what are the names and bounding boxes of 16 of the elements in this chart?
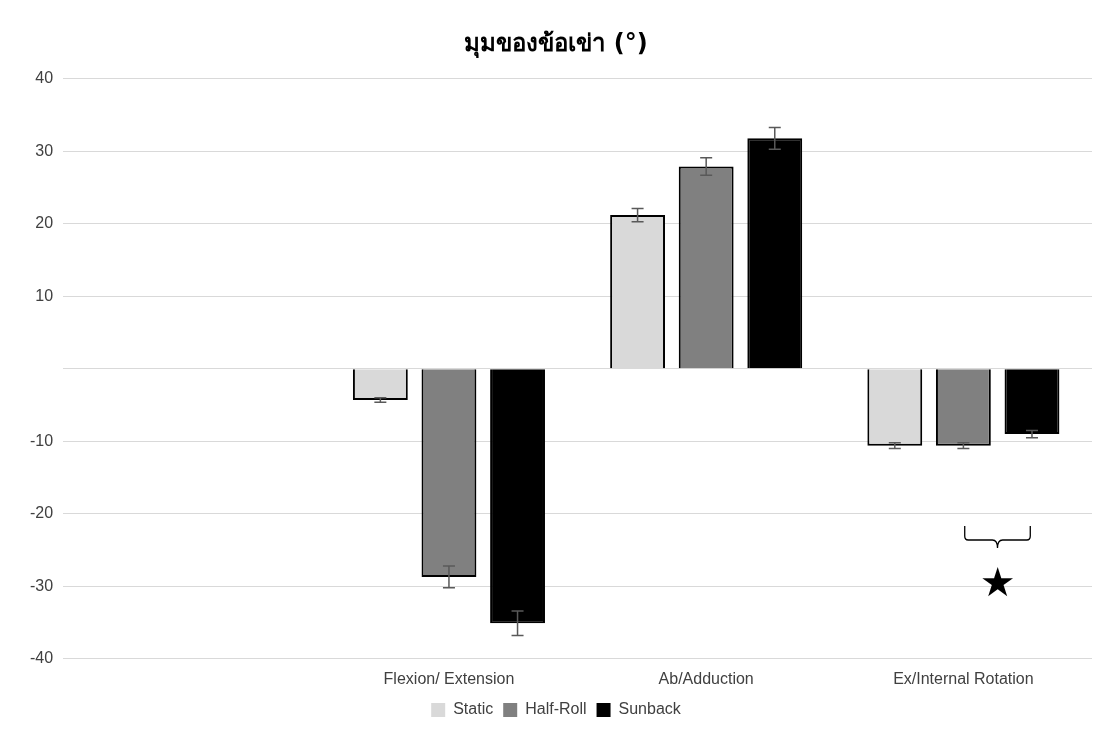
y-tick-label: -30: [30, 576, 54, 594]
x-tick-label: Ab/Adduction: [658, 669, 754, 687]
legend-label: Half-Roll: [525, 700, 587, 718]
x-tick-label: Flexion/ Extension: [383, 669, 515, 687]
chart-title: มุมของข้อเข่า (°): [464, 28, 648, 59]
y-tick-label: 10: [35, 286, 54, 304]
y-tick-label: 30: [35, 141, 54, 159]
legend-label: Static: [453, 700, 494, 718]
y-tick-label: -10: [30, 431, 54, 449]
y-tick-label: 20: [35, 214, 54, 232]
y-tick-label: -20: [30, 504, 54, 522]
annotation: ★: [979, 559, 1016, 606]
y-tick-label: -40: [30, 649, 54, 667]
y-tick-label: 40: [35, 69, 54, 87]
x-tick-label: Ex/Internal Rotation: [893, 669, 1034, 687]
legend-label: Sunback: [618, 700, 682, 718]
